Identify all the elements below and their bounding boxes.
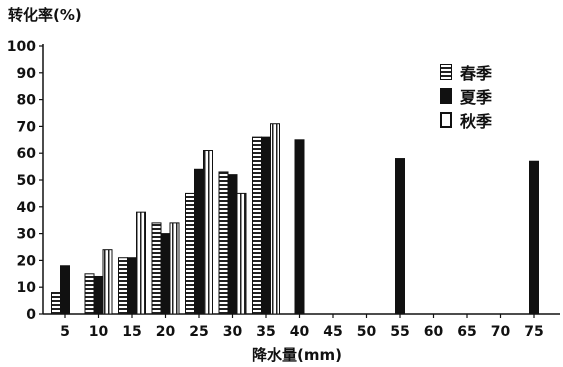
bar-summer-5 (60, 265, 70, 315)
y-tick-label-50: 50 (17, 173, 37, 189)
bar-summer-25 (194, 168, 204, 315)
x-tick-label-10: 10 (89, 324, 109, 340)
bar-autumn-35 (270, 123, 280, 315)
bar-summer-75 (529, 160, 539, 315)
bar-summer-35 (261, 136, 271, 315)
x-tick-label-5: 5 (60, 324, 70, 340)
x-tick-label-55: 55 (390, 324, 409, 340)
y-tick-label-0: 0 (26, 307, 36, 323)
y-tick-label-30: 30 (17, 227, 37, 243)
bar-summer-40 (294, 139, 305, 315)
legend-item-spring: 春季 (440, 60, 492, 84)
y-axis-title: 转化率(%) (8, 6, 82, 24)
bar-autumn-20 (169, 222, 180, 315)
x-tick-label-40: 40 (290, 324, 310, 340)
legend-label-spring: 春季 (460, 64, 493, 83)
x-tick-label-50: 50 (357, 324, 377, 340)
bar-autumn-25 (203, 150, 213, 315)
x-axis-title: 降水量(mm) (252, 346, 342, 364)
y-tick-label-80: 80 (17, 93, 37, 109)
y-tick-label-90: 90 (17, 66, 37, 82)
bar-spring-20 (151, 222, 162, 315)
bar-spring-30 (218, 171, 229, 315)
legend-item-summer: 夏季 (440, 84, 492, 108)
legend-label-summer: 夏季 (460, 88, 493, 107)
bar-autumn-30 (236, 192, 247, 315)
x-tick-label-35: 35 (256, 324, 275, 340)
bar-summer-15 (127, 257, 137, 315)
bar-spring-35 (252, 136, 262, 315)
spring-swatch-icon (440, 64, 452, 80)
bar-summer-10 (93, 275, 104, 315)
y-tick-label-20: 20 (17, 253, 37, 269)
x-tick-label-45: 45 (323, 324, 342, 340)
bar-spring-15 (118, 257, 128, 315)
x-tick-label-65: 65 (457, 324, 476, 340)
x-tick-label-15: 15 (122, 324, 141, 340)
bar-spring-25 (185, 192, 195, 315)
bar-summer-20 (160, 233, 171, 315)
x-tick-label-60: 60 (424, 324, 444, 340)
bar-autumn-15 (136, 211, 146, 315)
y-tick-label-100: 100 (7, 39, 36, 55)
x-tick-label-20: 20 (156, 324, 176, 340)
bar-autumn-10 (102, 249, 113, 315)
summer-swatch-icon (440, 88, 452, 104)
bar-spring-5 (51, 292, 61, 315)
x-tick-label-25: 25 (189, 324, 208, 340)
legend-item-autumn: 秋季 (440, 108, 492, 132)
x-tick-label-70: 70 (491, 324, 511, 340)
autumn-swatch-icon (440, 112, 452, 128)
bar-summer-30 (227, 174, 238, 315)
y-tick-label-70: 70 (17, 119, 37, 135)
x-tick-label-75: 75 (524, 324, 543, 340)
y-tick-label-10: 10 (17, 280, 37, 296)
bar-summer-55 (395, 158, 405, 315)
y-tick-label-40: 40 (17, 200, 37, 216)
legend-label-autumn: 秋季 (460, 112, 493, 131)
y-tick-label-60: 60 (17, 146, 37, 162)
x-tick-label-30: 30 (223, 324, 243, 340)
legend: 春季 夏季 秋季 (440, 60, 492, 132)
bar-spring-10 (84, 273, 95, 315)
